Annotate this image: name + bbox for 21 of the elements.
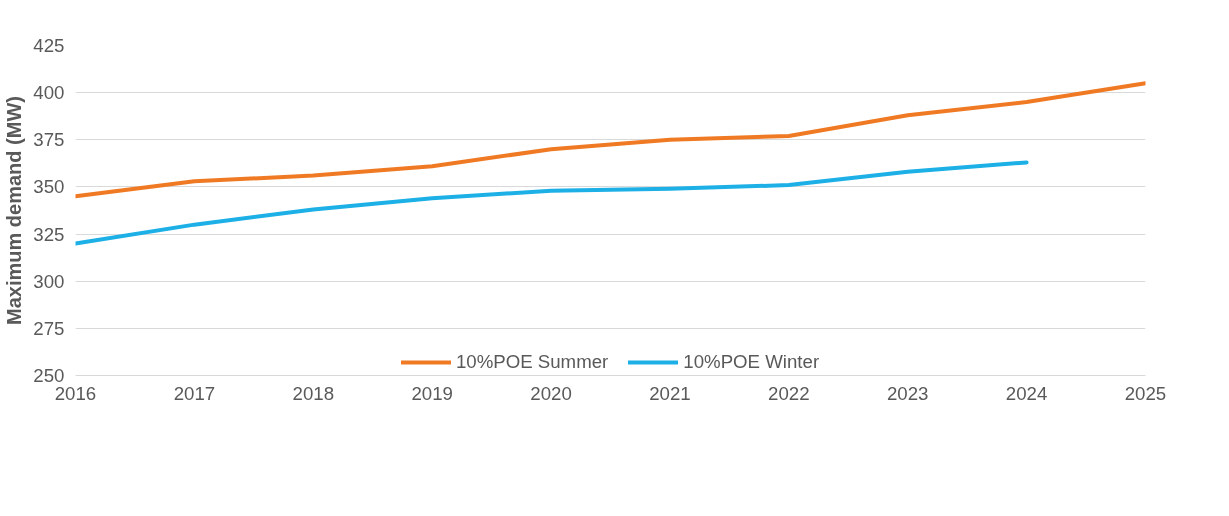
legend-label: 10%POE Summer (455, 351, 609, 373)
legend-label: 10%POE Winter (683, 351, 820, 373)
y-tick-label: 325 (33, 223, 65, 245)
line-series (75, 81, 1146, 199)
x-tick-label: 2022 (768, 382, 810, 404)
y-tick-label: 350 (33, 176, 65, 198)
x-tick-label: 2025 (1124, 382, 1167, 404)
x-tick-label: 2023 (886, 382, 929, 404)
y-axis-title: Maximum demand (MW) (3, 96, 26, 325)
line-series (75, 160, 1029, 246)
y-tick-label: 375 (33, 129, 65, 151)
x-tick-label: 2021 (649, 382, 691, 404)
x-tick-label: 2020 (530, 382, 572, 404)
x-tick-label: 2018 (292, 382, 335, 404)
x-tick-label: 2017 (173, 382, 216, 404)
y-tick-label: 300 (33, 270, 65, 292)
y-tick-label: 425 (33, 35, 65, 56)
x-tick-label: 2024 (1005, 382, 1048, 404)
x-tick-label: 2019 (411, 382, 453, 404)
y-tick-label: 275 (33, 317, 65, 339)
y-tick-label: 400 (33, 82, 65, 104)
